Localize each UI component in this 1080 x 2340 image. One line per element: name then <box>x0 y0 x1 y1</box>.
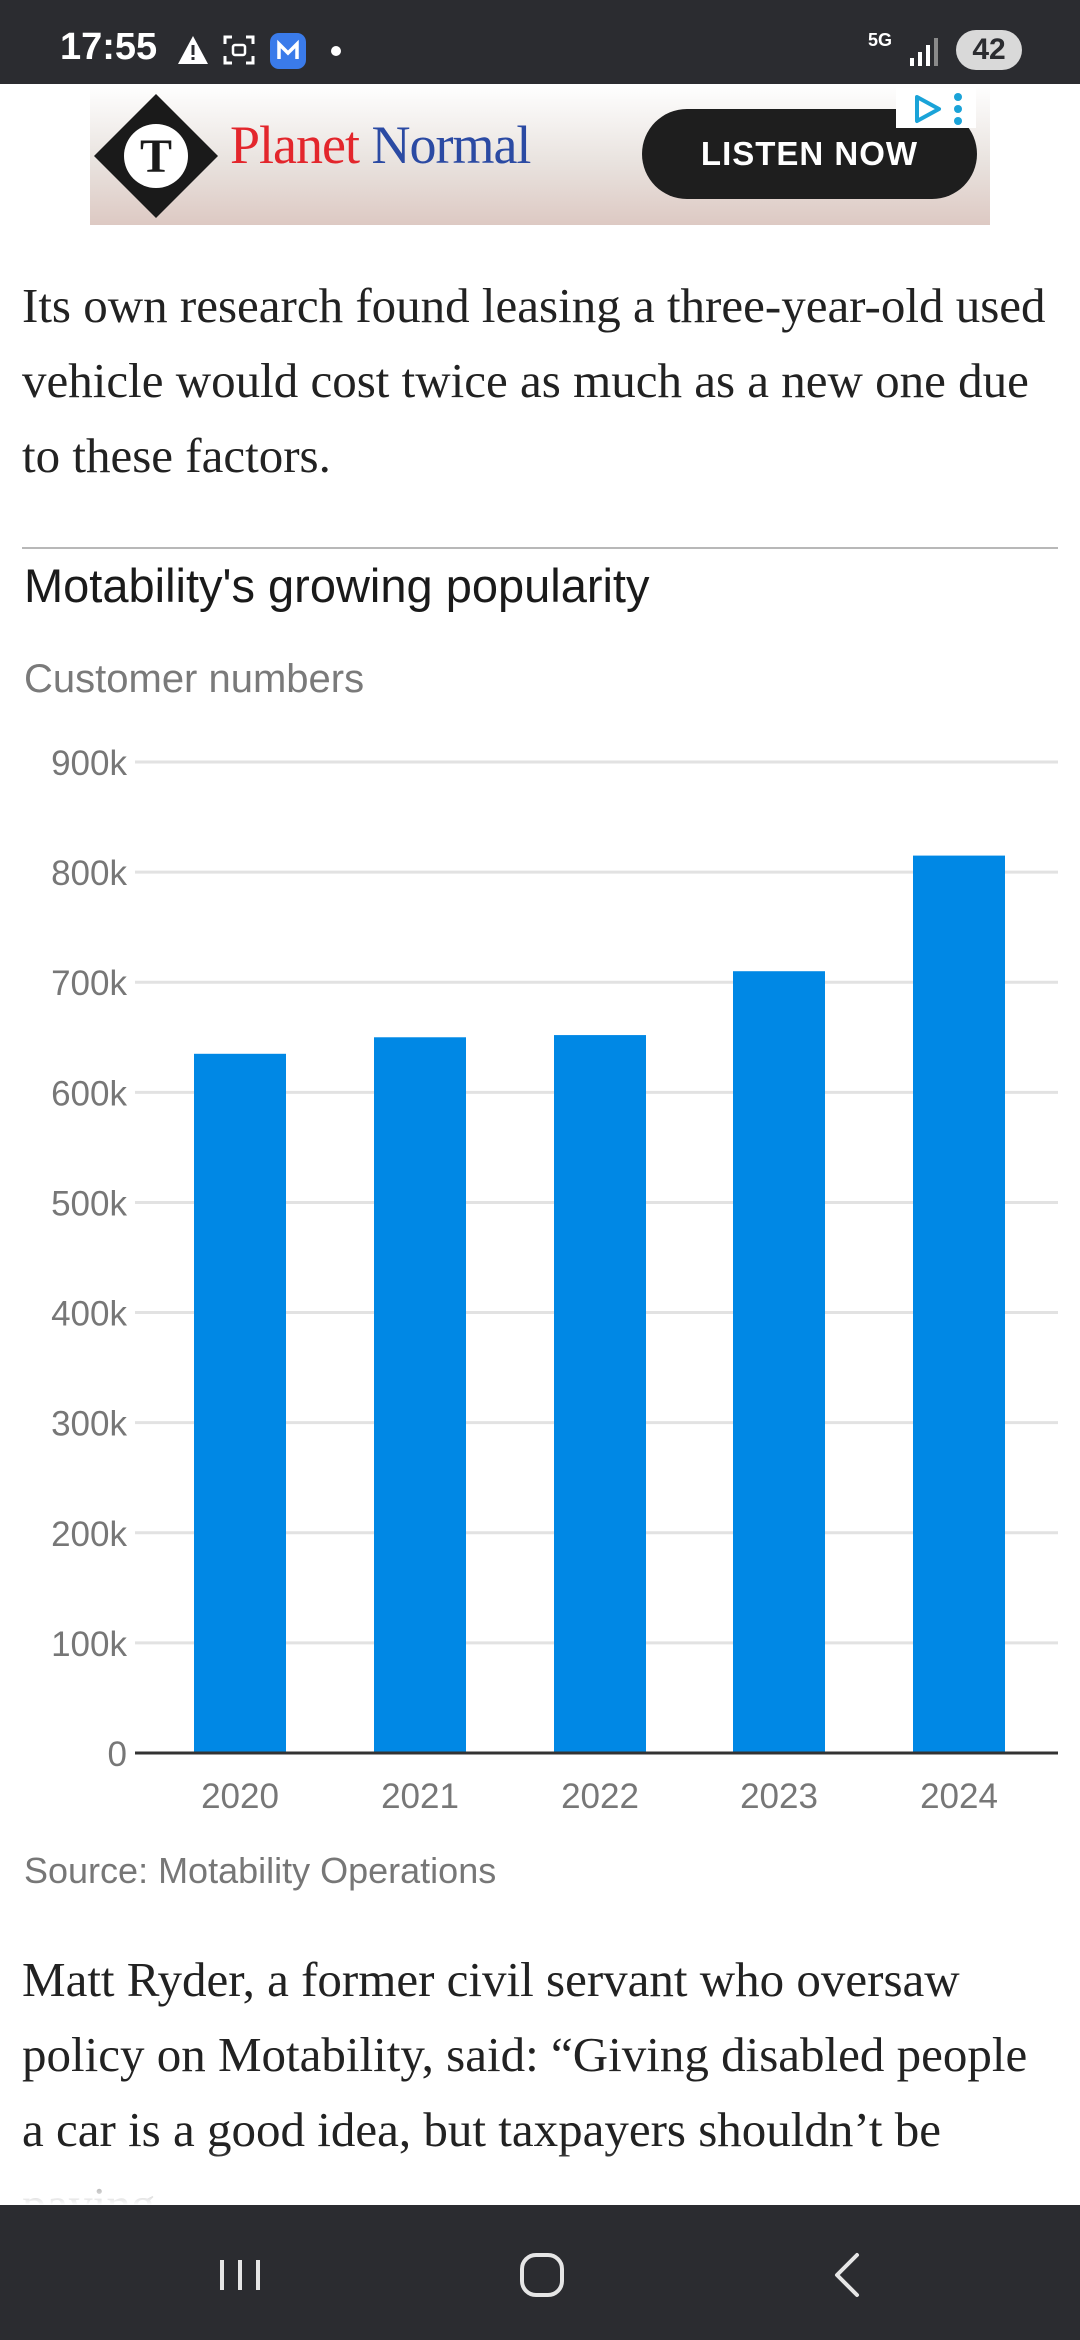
y-tick-label: 500k <box>51 1184 127 1223</box>
y-tick-label: 400k <box>51 1295 127 1334</box>
y-tick-label: 0 <box>108 1735 127 1774</box>
y-tick-label: 300k <box>51 1405 127 1444</box>
screenshot-icon <box>223 35 255 65</box>
ad-banner[interactable]: T Planet Normal LISTEN NOW <box>90 84 990 225</box>
ad-brand-part-1: Planet <box>230 115 360 175</box>
status-bar: 17:55 5G 42 <box>0 0 1080 84</box>
bar-chart: 0 100k 200k 300k 400k 500k 600k 700k 800k 900k 202… <box>51 744 1058 1816</box>
ad-choices-icon[interactable] <box>912 94 944 124</box>
ad-brand-part-2: Normal <box>371 115 531 175</box>
logo-letter: T <box>140 130 172 183</box>
section-divider <box>22 547 1058 549</box>
warning-icon <box>178 36 208 64</box>
signal-icon <box>910 38 938 66</box>
telegraph-logo-icon: T <box>94 94 218 218</box>
chart-subtitle: Customer numbers <box>24 657 365 701</box>
back-icon[interactable] <box>785 2235 905 2315</box>
x-tick-label: 2020 <box>201 1777 279 1816</box>
navigation-bar <box>0 2205 1080 2340</box>
x-tick-label: 2024 <box>920 1777 998 1816</box>
article-paragraph: Its own research found leasing a three-y… <box>22 278 1046 483</box>
chart-source: Source: Motability Operations <box>24 1850 497 1891</box>
notification-dot-icon <box>331 46 341 56</box>
x-tick-label: 2022 <box>561 1777 639 1816</box>
status-time: 17:55 <box>60 26 158 68</box>
y-tick-label: 900k <box>51 744 127 783</box>
y-tick-label: 600k <box>51 1074 127 1113</box>
y-tick-label: 100k <box>51 1625 127 1664</box>
recent-apps-icon[interactable] <box>180 2235 300 2315</box>
bar-2022 <box>554 1035 646 1753</box>
battery-indicator: 42 <box>956 30 1022 70</box>
bar-2021 <box>374 1037 466 1753</box>
x-tick-label: 2021 <box>381 1777 459 1816</box>
home-icon[interactable] <box>482 2235 602 2315</box>
content-fade <box>0 2150 1080 2205</box>
bar-2023 <box>733 971 825 1753</box>
y-tick-label: 200k <box>51 1515 127 1554</box>
y-tick-label: 700k <box>51 964 127 1003</box>
bar-2020 <box>194 1053 286 1753</box>
bar-2024 <box>913 855 1005 1753</box>
article-paragraph: Matt Ryder, a former civil servant who o… <box>22 1952 1028 2232</box>
chart-title: Motability's growing popularity <box>24 559 650 612</box>
more-options-icon[interactable] <box>952 92 964 126</box>
ad-brand-name: Planet Normal <box>230 114 531 176</box>
x-tick-label: 2023 <box>740 1777 818 1816</box>
network-type-label: 5G <box>868 30 893 50</box>
messenger-app-icon <box>270 33 306 69</box>
y-tick-label: 800k <box>51 854 127 893</box>
ad-choices-box[interactable] <box>896 88 976 128</box>
